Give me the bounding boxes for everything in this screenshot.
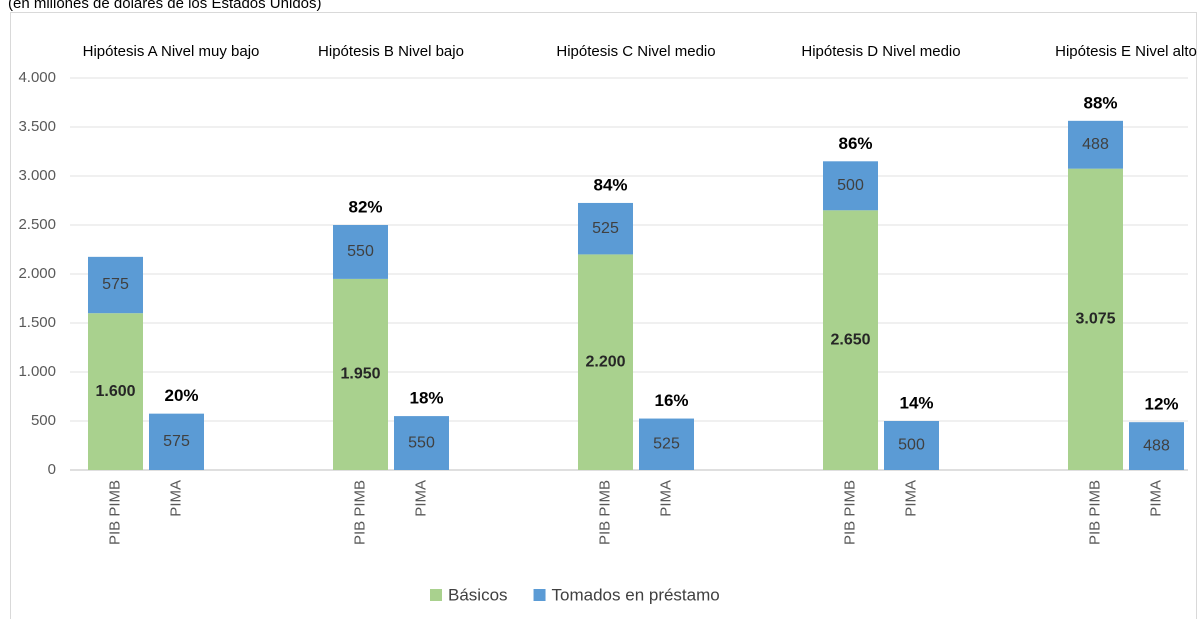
bar-segment (884, 421, 939, 470)
x-tick-label: PIMA (412, 480, 429, 517)
data-label: 3.075 (1075, 311, 1115, 328)
y-tick-label: 1.500 (18, 314, 56, 331)
legend-label: Básicos (448, 585, 508, 604)
share-label: 88% (1083, 93, 1117, 112)
bar-segment (333, 278, 388, 470)
data-label: 488 (1082, 136, 1109, 153)
y-tick-label: 2.000 (18, 265, 56, 282)
y-tick-label: 3.000 (18, 167, 56, 184)
data-label: 1.600 (95, 383, 135, 400)
data-label: 500 (898, 437, 925, 454)
chart-subtitle: (en millones de dólares de los Estados U… (8, 0, 322, 12)
bar-segment (149, 413, 204, 470)
y-tick-label: 500 (31, 412, 56, 429)
x-tick-label: PIMA (167, 480, 184, 517)
data-label: 525 (592, 220, 619, 237)
group-label: Hipótesis D Nivel medio (801, 43, 960, 60)
legend-label: Tomados en préstamo (552, 585, 720, 604)
x-tick-label: PIMA (902, 480, 919, 517)
bar-segment (823, 210, 878, 471)
bar-segment (88, 313, 143, 470)
chart-border (10, 12, 1197, 619)
x-tick-label: PIMA (1147, 480, 1164, 517)
bar-segment (639, 418, 694, 470)
bar-segment (578, 202, 633, 255)
y-tick-label: 4.000 (18, 69, 56, 86)
x-tick-label: PIB PIMB (1086, 480, 1103, 545)
data-label: 2.650 (830, 331, 870, 348)
share-label: 84% (593, 175, 627, 194)
share-label: 14% (899, 393, 933, 412)
legend-swatch (430, 589, 442, 601)
data-label: 550 (408, 434, 435, 451)
bar-segment (1068, 168, 1123, 470)
bar-segment (88, 256, 143, 314)
share-label: 86% (838, 134, 872, 153)
bar-segment (1068, 120, 1123, 169)
bar-segment (394, 416, 449, 470)
group-label: Hipótesis C Nivel medio (556, 43, 715, 60)
share-label: 16% (654, 391, 688, 410)
share-label: 82% (348, 197, 382, 216)
group-label: Hipótesis E Nivel alto (1055, 43, 1197, 60)
data-label: 525 (653, 435, 680, 452)
x-tick-label: PIB PIMB (841, 480, 858, 545)
y-tick-label: 3.500 (18, 118, 56, 135)
group-label: Hipótesis B Nivel bajo (318, 43, 464, 60)
data-label: 488 (1143, 437, 1170, 454)
x-tick-label: PIB PIMB (351, 480, 368, 545)
x-tick-label: PIB PIMB (596, 480, 613, 545)
bar-segment (333, 225, 388, 279)
share-label: 20% (164, 386, 198, 405)
data-label: 575 (163, 433, 190, 450)
group-label: Hipótesis A Nivel muy bajo (83, 43, 260, 60)
bar-segment (1129, 422, 1184, 470)
x-tick-label: PIB PIMB (106, 480, 123, 545)
bar-segment (578, 254, 633, 470)
y-tick-label: 1.000 (18, 363, 56, 380)
y-tick-label: 2.500 (18, 216, 56, 233)
share-label: 18% (409, 389, 443, 408)
legend-swatch (533, 589, 546, 601)
data-label: 575 (102, 276, 129, 293)
data-label: 550 (347, 243, 374, 260)
share-label: 12% (1144, 395, 1178, 414)
x-tick-label: PIMA (657, 480, 674, 517)
data-label: 1.950 (340, 366, 380, 383)
data-label: 500 (837, 177, 864, 194)
bar-segment (823, 161, 878, 211)
data-label: 2.200 (585, 353, 625, 370)
y-tick-label: 0 (48, 461, 56, 478)
